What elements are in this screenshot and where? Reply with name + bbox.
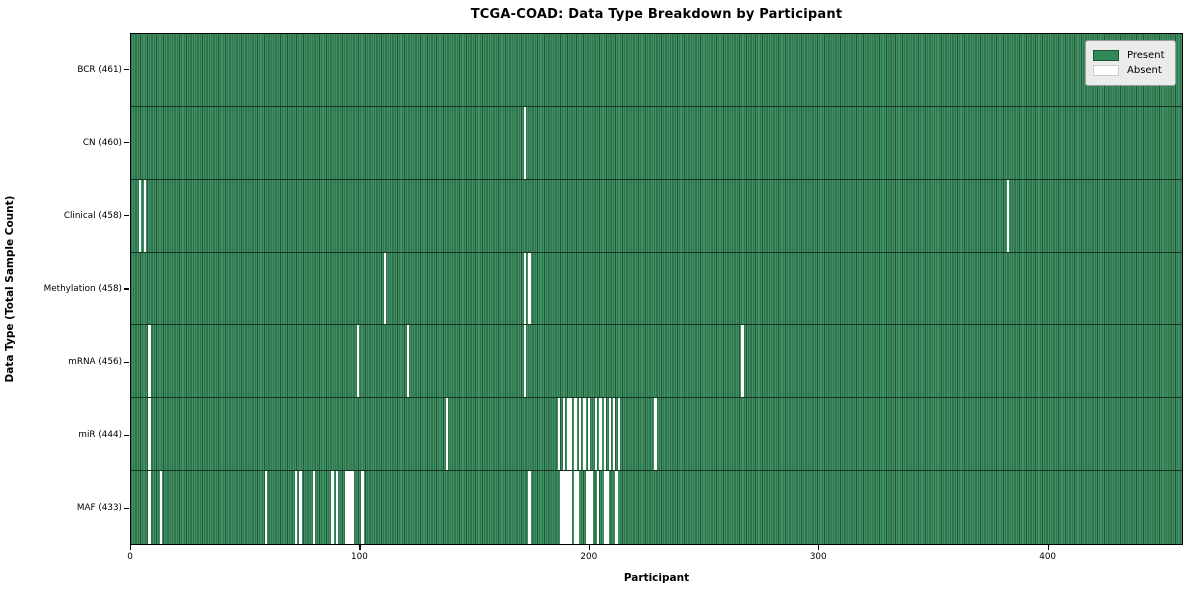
absence-line xyxy=(574,398,577,471)
absence-line xyxy=(294,471,298,544)
chart-title: TCGA-COAD: Data Type Breakdown by Partic… xyxy=(470,7,843,22)
absence-line xyxy=(523,325,527,398)
x-tick xyxy=(359,545,361,550)
absence-line xyxy=(528,252,531,325)
absence-line xyxy=(345,471,348,544)
absence-line xyxy=(265,471,268,544)
legend-absent-label: Absent xyxy=(1127,65,1162,76)
y-tick xyxy=(124,142,129,144)
absence-line xyxy=(599,398,602,471)
absence-line xyxy=(159,471,163,544)
absence-line xyxy=(574,471,577,544)
x-tick-label: 300 xyxy=(809,552,827,562)
absence-line xyxy=(576,471,579,544)
absence-line xyxy=(583,398,586,471)
y-tick xyxy=(124,361,129,363)
absence-line xyxy=(578,398,582,471)
x-tick xyxy=(1047,545,1049,550)
y-tick-label: Methylation (458) xyxy=(43,284,122,294)
absence-line xyxy=(608,398,611,471)
absence-line xyxy=(356,325,359,398)
absence-line xyxy=(597,471,600,544)
absence-line xyxy=(139,179,142,252)
legend-entry-absent: Absent xyxy=(1093,64,1167,77)
absent-swatch xyxy=(1093,65,1119,76)
absence-line xyxy=(347,471,350,544)
y-tick-label: MAF (433) xyxy=(76,503,122,514)
absence-line xyxy=(654,398,657,471)
absence-line xyxy=(523,252,527,325)
y-tick-label: BCR (461) xyxy=(77,64,122,75)
absence-line xyxy=(585,471,588,544)
absence-line xyxy=(615,471,618,544)
x-tick-label: 100 xyxy=(351,552,368,562)
data-type-row-clinical xyxy=(131,179,1182,253)
absence-line xyxy=(528,471,531,544)
absence-line xyxy=(331,471,334,544)
absence-line xyxy=(384,252,387,325)
x-tick-label: 0 xyxy=(127,552,133,562)
absence-line xyxy=(336,471,339,544)
data-type-row-methylation xyxy=(131,252,1182,326)
absence-line xyxy=(565,471,568,544)
x-tick-label: 400 xyxy=(1039,552,1057,562)
absence-line xyxy=(613,398,616,471)
x-tick xyxy=(818,545,820,550)
absence-line xyxy=(361,471,364,544)
x-tick xyxy=(130,545,132,550)
absence-line xyxy=(352,471,355,544)
absence-line xyxy=(299,471,302,544)
data-type-row-mrna xyxy=(131,325,1182,399)
absence-line xyxy=(1006,179,1010,252)
absence-line xyxy=(590,471,593,544)
data-type-row-bcr xyxy=(131,34,1182,107)
y-tick xyxy=(124,507,129,510)
y-tick xyxy=(124,215,129,217)
y-tick-label: Clinical (458) xyxy=(63,210,122,221)
absence-line xyxy=(587,398,591,471)
y-tick-label: mRNA (456) xyxy=(68,357,122,368)
present-swatch xyxy=(1093,50,1119,61)
absence-line xyxy=(523,106,527,179)
absence-line xyxy=(148,325,151,398)
absence-line xyxy=(562,398,566,471)
legend-present-label: Present xyxy=(1127,50,1165,61)
absence-line xyxy=(567,398,570,471)
legend: Present Absent xyxy=(1085,40,1176,86)
absence-line xyxy=(445,398,449,471)
absence-line xyxy=(560,471,563,544)
absence-line xyxy=(143,179,147,252)
absence-line xyxy=(594,398,598,471)
data-type-row-mir xyxy=(131,398,1182,472)
x-axis-label: Participant xyxy=(623,572,690,584)
absence-line xyxy=(349,471,353,544)
absence-line xyxy=(603,471,607,544)
y-tick-label: miR (444) xyxy=(78,430,122,441)
data-type-row-maf xyxy=(131,471,1182,544)
x-tick-label: 200 xyxy=(580,552,598,562)
absence-line xyxy=(569,471,572,544)
y-tick-label: CN (460) xyxy=(82,137,122,148)
absence-line xyxy=(603,398,607,471)
absence-line xyxy=(567,471,570,544)
absence-line xyxy=(741,325,744,398)
data-type-row-cn xyxy=(131,106,1182,180)
legend-entry-present: Present xyxy=(1093,49,1167,62)
plot-area xyxy=(130,33,1183,545)
absence-line xyxy=(407,325,410,398)
absence-line xyxy=(617,398,621,471)
y-tick xyxy=(124,68,129,71)
y-tick xyxy=(124,288,129,290)
absence-line xyxy=(148,471,151,544)
absence-line xyxy=(313,471,316,544)
y-tick xyxy=(124,434,129,436)
x-tick xyxy=(588,545,590,550)
absence-line xyxy=(558,398,561,471)
absence-line xyxy=(587,471,591,544)
absence-line xyxy=(562,471,566,544)
absence-line xyxy=(606,471,609,544)
absence-line xyxy=(148,398,151,471)
absence-line xyxy=(569,398,572,471)
